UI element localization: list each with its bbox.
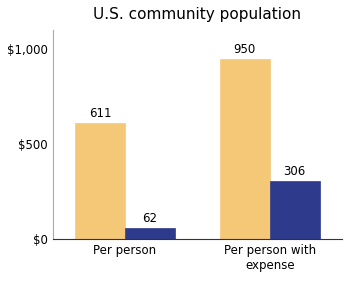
Bar bbox=[220, 59, 270, 239]
Text: 611: 611 bbox=[89, 107, 111, 120]
Bar bbox=[270, 181, 320, 239]
Text: 950: 950 bbox=[233, 43, 256, 56]
Text: 306: 306 bbox=[284, 165, 306, 178]
Title: U.S. community population: U.S. community population bbox=[94, 7, 302, 22]
Text: 62: 62 bbox=[142, 212, 157, 225]
Bar bbox=[125, 228, 175, 239]
Bar bbox=[75, 123, 125, 239]
